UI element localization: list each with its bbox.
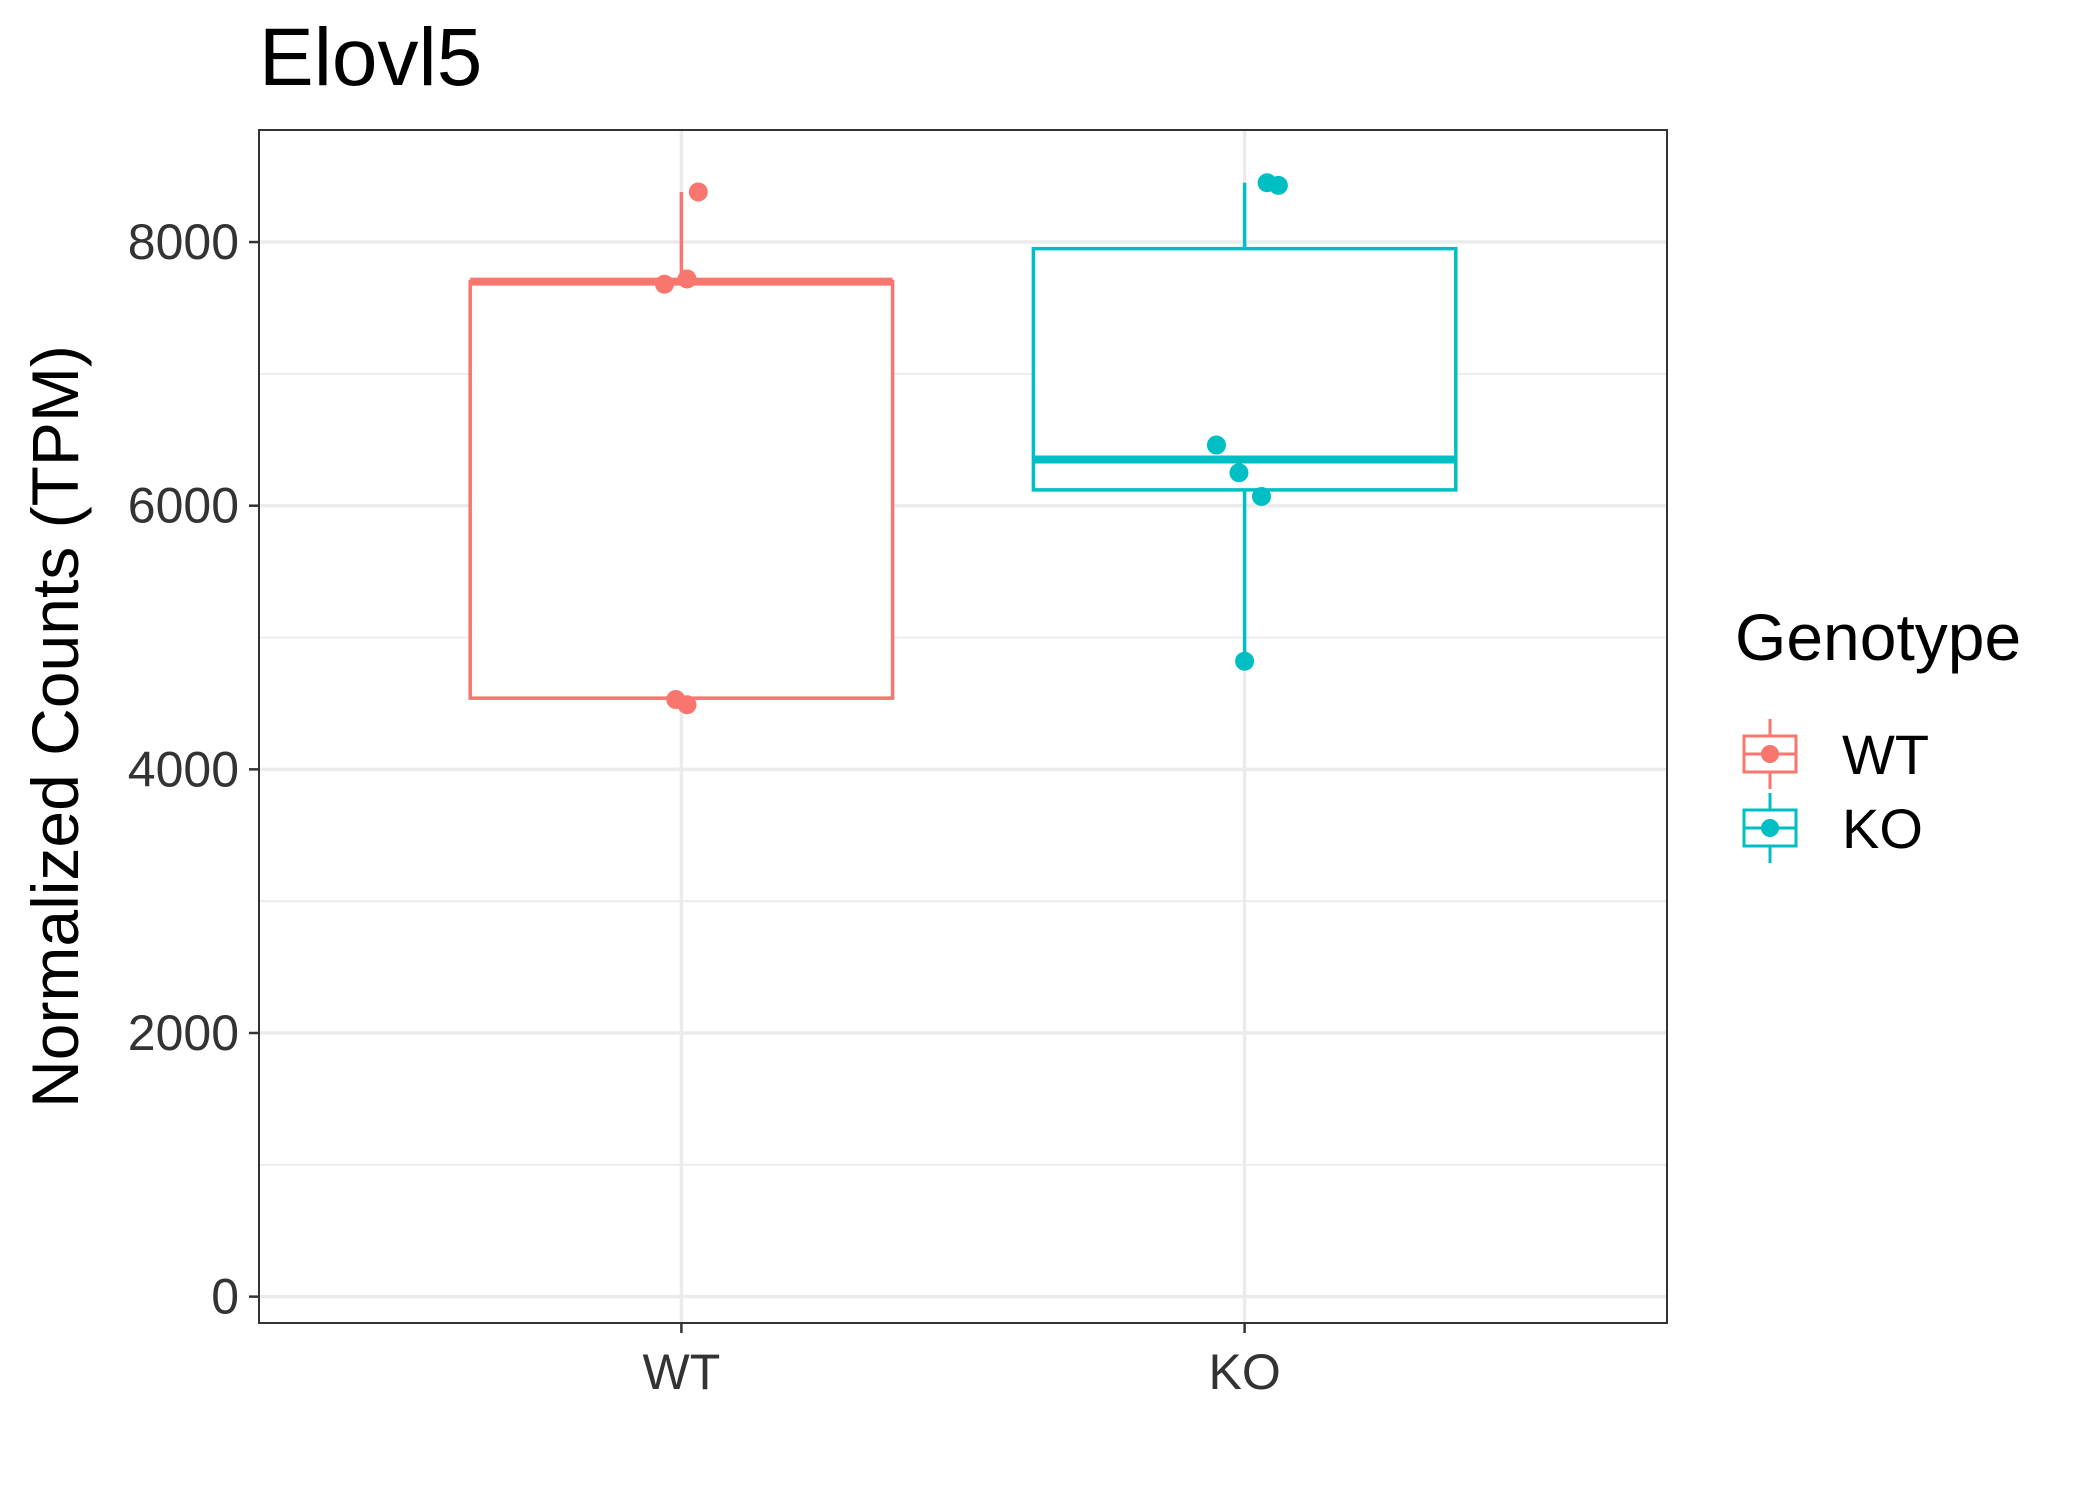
data-point — [677, 695, 697, 715]
boxes — [468, 182, 1458, 700]
data-points — [655, 173, 1288, 715]
chart-title: Elovl5 — [259, 12, 482, 103]
data-point — [1206, 435, 1226, 455]
y-tick-label: 8000 — [128, 214, 239, 270]
data-point — [655, 274, 675, 294]
legend-label: WT — [1842, 723, 1929, 786]
y-tick-label: 6000 — [128, 478, 239, 534]
legend-key-point — [1761, 819, 1779, 837]
data-point — [1229, 463, 1249, 483]
data-point — [688, 182, 708, 202]
data-point — [1268, 175, 1288, 195]
y-axis-title: Normalized Counts (TPM) — [18, 345, 92, 1108]
y-tick-label: 4000 — [128, 741, 239, 797]
x-tick-label: KO — [1208, 1344, 1280, 1400]
panel-border — [258, 129, 1668, 1324]
legend-item-ko: KO — [1742, 793, 1923, 863]
y-axis: 0 2000 4000 6000 8000 — [128, 214, 259, 1325]
box-wt — [468, 279, 895, 700]
legend-item-wt: WT — [1742, 719, 1929, 789]
y-tick-label: 0 — [211, 1269, 239, 1325]
data-point — [1235, 651, 1255, 671]
data-point — [677, 269, 697, 289]
legend: Genotype WT KO — [1735, 600, 2021, 863]
legend-title: Genotype — [1735, 600, 2021, 674]
x-axis: WT KO — [643, 1323, 1281, 1400]
x-tick-label: WT — [643, 1344, 721, 1400]
box-ko — [1031, 246, 1458, 492]
y-tick-label: 2000 — [128, 1005, 239, 1061]
data-point — [1251, 486, 1271, 506]
legend-key-point — [1761, 745, 1779, 763]
legend-label: KO — [1842, 797, 1923, 860]
